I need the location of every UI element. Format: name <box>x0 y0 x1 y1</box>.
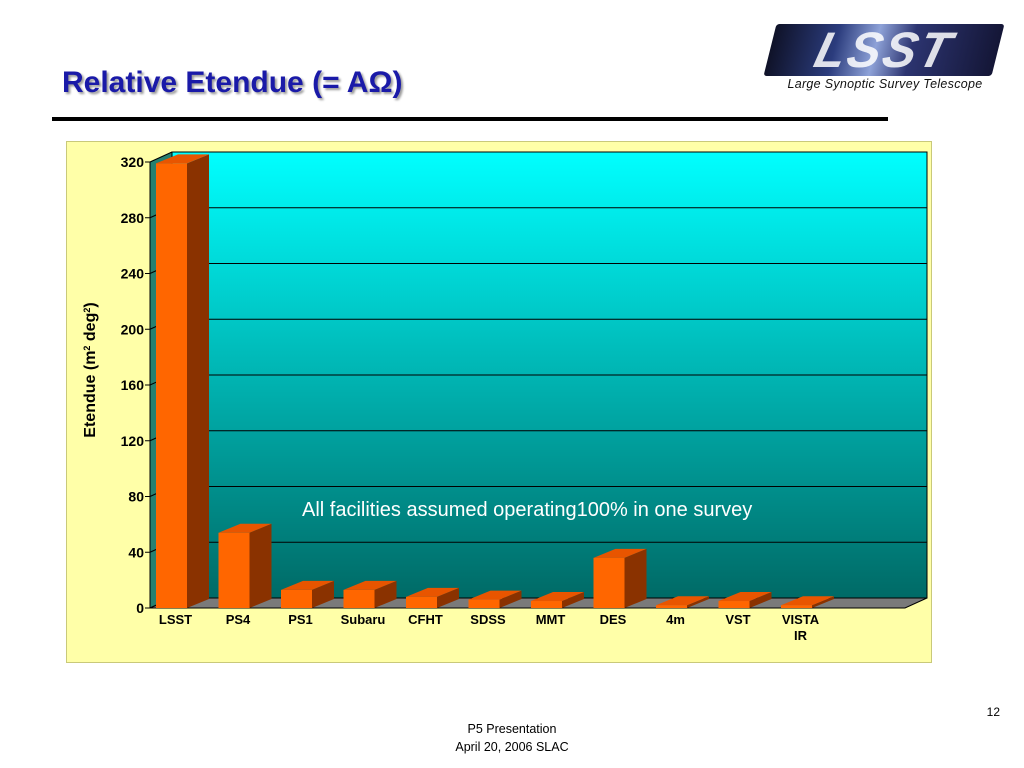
bar-side <box>749 592 772 608</box>
bar <box>656 605 687 608</box>
bar-side <box>562 592 584 608</box>
y-axis-title: Etendue (m2 deg2) <box>82 302 99 437</box>
y-tick-label: 40 <box>128 544 144 560</box>
y-tick-label: 120 <box>121 433 145 449</box>
x-category-label: VISTA IR <box>782 612 820 643</box>
bar <box>218 532 250 608</box>
bar <box>156 163 187 609</box>
bar <box>781 605 812 608</box>
x-category-label: MMT <box>536 612 566 627</box>
bar-top <box>593 548 647 558</box>
logo-subtitle: Large Synoptic Survey Telescope <box>787 77 983 91</box>
page-number: 12 <box>986 705 1000 719</box>
y-tick-label: 0 <box>136 600 144 616</box>
bar-side <box>624 548 647 608</box>
bar-side <box>249 523 272 608</box>
lsst-logo: LSST Large Synoptic Survey Telescope <box>762 22 1005 96</box>
bar <box>281 589 312 608</box>
y-tick-label: 320 <box>121 154 145 170</box>
bar-side <box>374 580 397 608</box>
bar-top <box>468 590 522 600</box>
y-tick-label: 240 <box>121 266 145 282</box>
bar-side <box>687 596 709 608</box>
y-tick-label: 80 <box>128 489 144 505</box>
y-tick-label: 160 <box>121 377 145 393</box>
x-category-label: SDSS <box>470 612 506 627</box>
bar <box>343 589 375 608</box>
x-category-label: DES <box>600 612 627 627</box>
bar <box>593 557 625 608</box>
bar-top <box>718 592 772 602</box>
bar-top <box>156 154 209 164</box>
logo-wordmark: LSST <box>763 24 1005 76</box>
footer: P5 Presentation April 20, 2006 SLAC <box>412 720 612 756</box>
bar <box>406 596 437 608</box>
bar-side <box>187 154 209 609</box>
bar <box>531 601 562 608</box>
x-category-label: 4m <box>666 612 685 627</box>
x-category-label: PS4 <box>226 612 251 627</box>
logo-letters: LSST <box>809 24 959 76</box>
bar-top <box>281 580 334 590</box>
bar-top <box>781 596 834 606</box>
bar-top <box>218 523 272 533</box>
bar-top <box>406 587 459 597</box>
slide-title: Relative Etendue (= AΩ) <box>62 66 403 99</box>
x-category-label: PS1 <box>288 612 313 627</box>
y-tick-label: 200 <box>121 321 145 337</box>
bar-top <box>343 580 397 590</box>
footer-date: April 20, 2006 SLAC <box>455 740 569 754</box>
bar-side <box>812 596 834 608</box>
x-category-label: CFHT <box>408 612 443 627</box>
chart-annotation: All facilities assumed operating100% in … <box>302 499 752 521</box>
x-category-label: LSST <box>159 612 192 627</box>
x-category-label: Subaru <box>341 612 386 627</box>
bar-side <box>312 580 334 608</box>
bar-top <box>531 592 584 602</box>
etendue-bar-chart: 320 280 240 200 160 120 80 40 0 LSST PS4 PS1 Subaru C… <box>82 151 928 643</box>
bar-side <box>437 587 459 608</box>
y-tick-label: 280 <box>121 210 145 226</box>
bar-side <box>499 590 522 608</box>
x-category-label: VST <box>725 612 750 627</box>
gridline-depth <box>149 151 173 163</box>
footer-presentation: P5 Presentation <box>467 722 557 736</box>
chart-frame: 320 280 240 200 160 120 80 40 0 LSST PS4 PS1 Subaru C… <box>66 141 932 663</box>
title-divider <box>52 117 888 121</box>
bar <box>718 601 750 608</box>
bar <box>468 599 500 608</box>
bar-top <box>656 596 709 606</box>
